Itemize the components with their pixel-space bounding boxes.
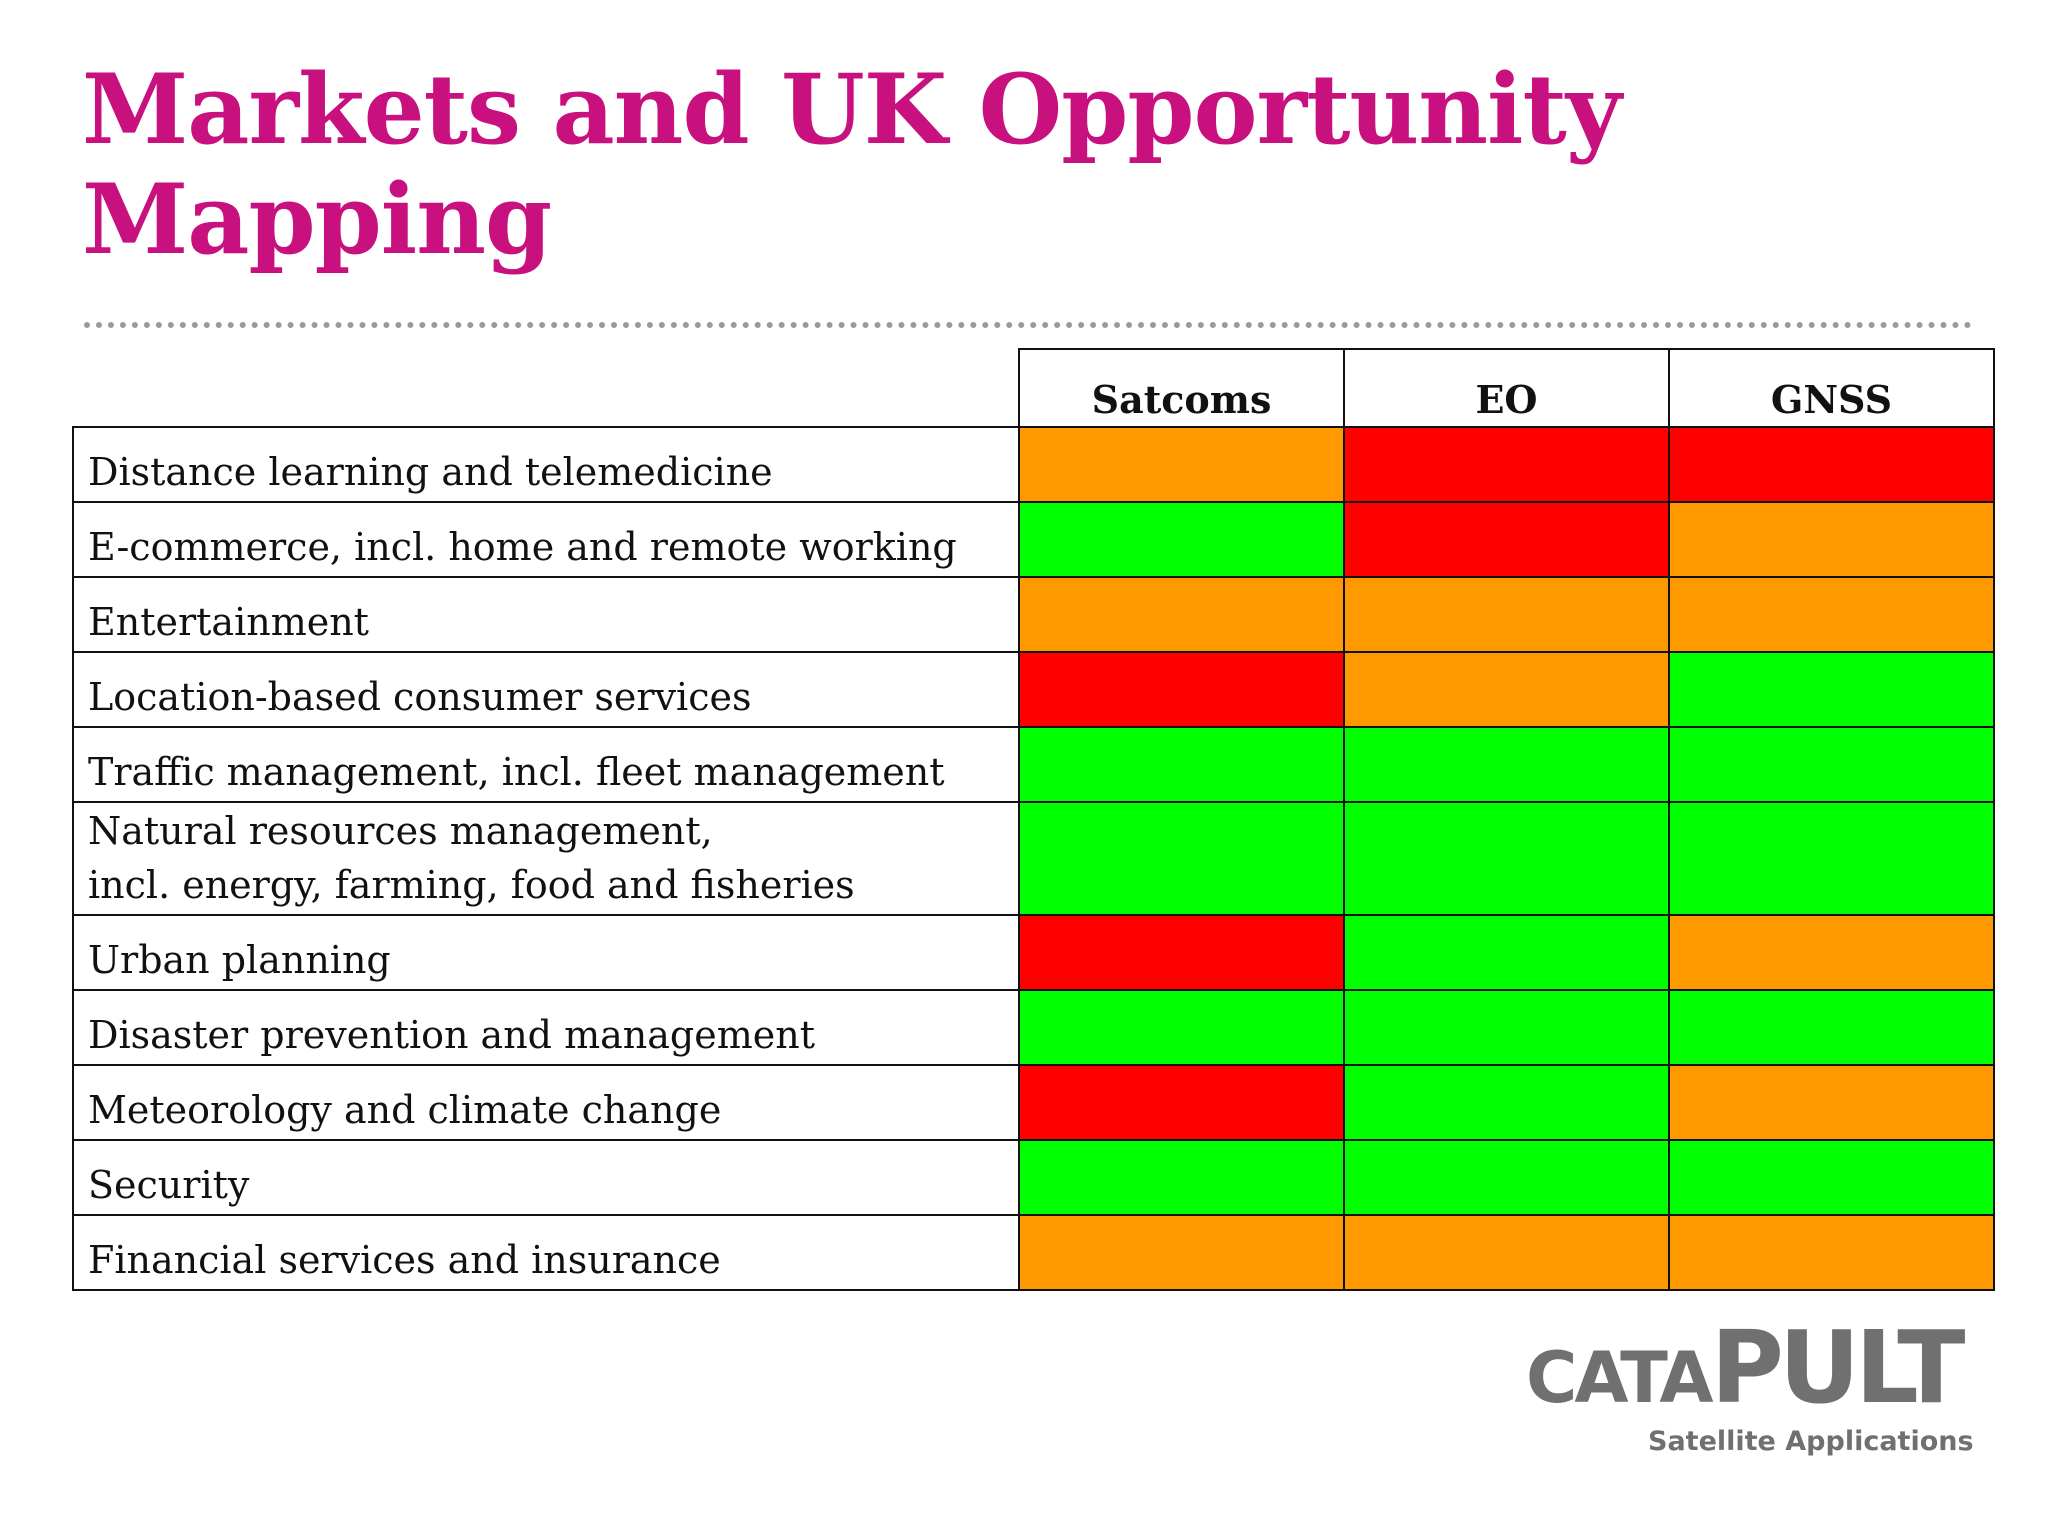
rating-cell-eo [1343,914,1670,991]
matrix-row: Meteorology and climate change [72,1064,1995,1141]
rating-cell-satcoms [1018,576,1345,653]
rating-cell-eo [1343,501,1670,578]
dotted-divider [84,322,1972,328]
matrix-row: Disaster prevention and management [72,989,1995,1066]
rating-cell-eo [1343,426,1670,503]
rating-cell-gnss [1668,1064,1995,1141]
rating-cell-eo [1343,726,1670,803]
rating-cell-gnss [1668,426,1995,503]
rating-cell-gnss [1668,1214,1995,1291]
rating-cell-eo [1343,1064,1670,1141]
rating-cell-eo [1343,576,1670,653]
rating-cell-satcoms [1018,501,1345,578]
column-header-gnss: GNSS [1668,348,1995,428]
rating-cell-satcoms [1018,1064,1345,1141]
logo-word-small: CATA [1526,1337,1714,1419]
rating-cell-gnss [1668,801,1995,916]
opportunity-matrix: Satcoms EO GNSS Distance learning and te… [72,348,1995,1291]
row-label: E-commerce, incl. home and remote workin… [72,501,1020,578]
rating-cell-satcoms [1018,426,1345,503]
rating-cell-eo [1343,1139,1670,1216]
rating-cell-satcoms [1018,726,1345,803]
row-label: Financial services and insurance [72,1214,1020,1291]
matrix-row: Natural resources management, incl. ener… [72,801,1995,916]
rating-cell-eo [1343,651,1670,728]
rating-cell-gnss [1668,989,1995,1066]
logo-subtitle: Satellite Applications [1648,1426,1974,1457]
matrix-body: Distance learning and telemedicine E-comm… [72,426,1995,1291]
matrix-row: Entertainment [72,576,1995,653]
catapult-logo: CATAPULT Satellite Applications [1520,1310,1980,1460]
matrix-row: Urban planning [72,914,1995,991]
rating-cell-satcoms [1018,1139,1345,1216]
rating-cell-gnss [1668,1139,1995,1216]
row-label: Traffic management, incl. fleet manageme… [72,726,1020,803]
rating-cell-satcoms [1018,989,1345,1066]
matrix-row: Traffic management, incl. fleet manageme… [72,726,1995,803]
rating-cell-satcoms [1018,651,1345,728]
matrix-row: Financial services and insurance [72,1214,1995,1291]
page-title: Markets and UK Opportunity Mapping [82,53,1622,276]
row-label: Meteorology and climate change [72,1064,1020,1141]
row-label: Location-based consumer services [72,651,1020,728]
logo-wordmark: CATAPULT [1526,1318,1965,1419]
row-label: Urban planning [72,914,1020,991]
matrix-row: E-commerce, incl. home and remote workin… [72,501,1995,578]
rating-cell-gnss [1668,576,1995,653]
column-header-satcoms: Satcoms [1018,348,1345,428]
rating-cell-satcoms [1018,801,1345,916]
rating-cell-gnss [1668,501,1995,578]
matrix-row: Security [72,1139,1995,1216]
row-label: Natural resources management, incl. ener… [72,801,1020,916]
rating-cell-satcoms [1018,914,1345,991]
matrix-header-row: Satcoms EO GNSS [73,348,1995,428]
row-label: Distance learning and telemedicine [72,426,1020,503]
rating-cell-eo [1343,989,1670,1066]
logo-word-big: PULT [1710,1309,1966,1426]
matrix-row: Location-based consumer services [72,651,1995,728]
matrix-row: Distance learning and telemedicine [72,426,1995,503]
row-label: Security [72,1139,1020,1216]
rating-cell-gnss [1668,914,1995,991]
column-header-eo: EO [1343,348,1670,428]
matrix-corner [73,349,1020,428]
rating-cell-gnss [1668,726,1995,803]
rating-cell-satcoms [1018,1214,1345,1291]
rating-cell-eo [1343,1214,1670,1291]
row-label: Disaster prevention and management [72,989,1020,1066]
row-label: Entertainment [72,576,1020,653]
rating-cell-eo [1343,801,1670,916]
rating-cell-gnss [1668,651,1995,728]
